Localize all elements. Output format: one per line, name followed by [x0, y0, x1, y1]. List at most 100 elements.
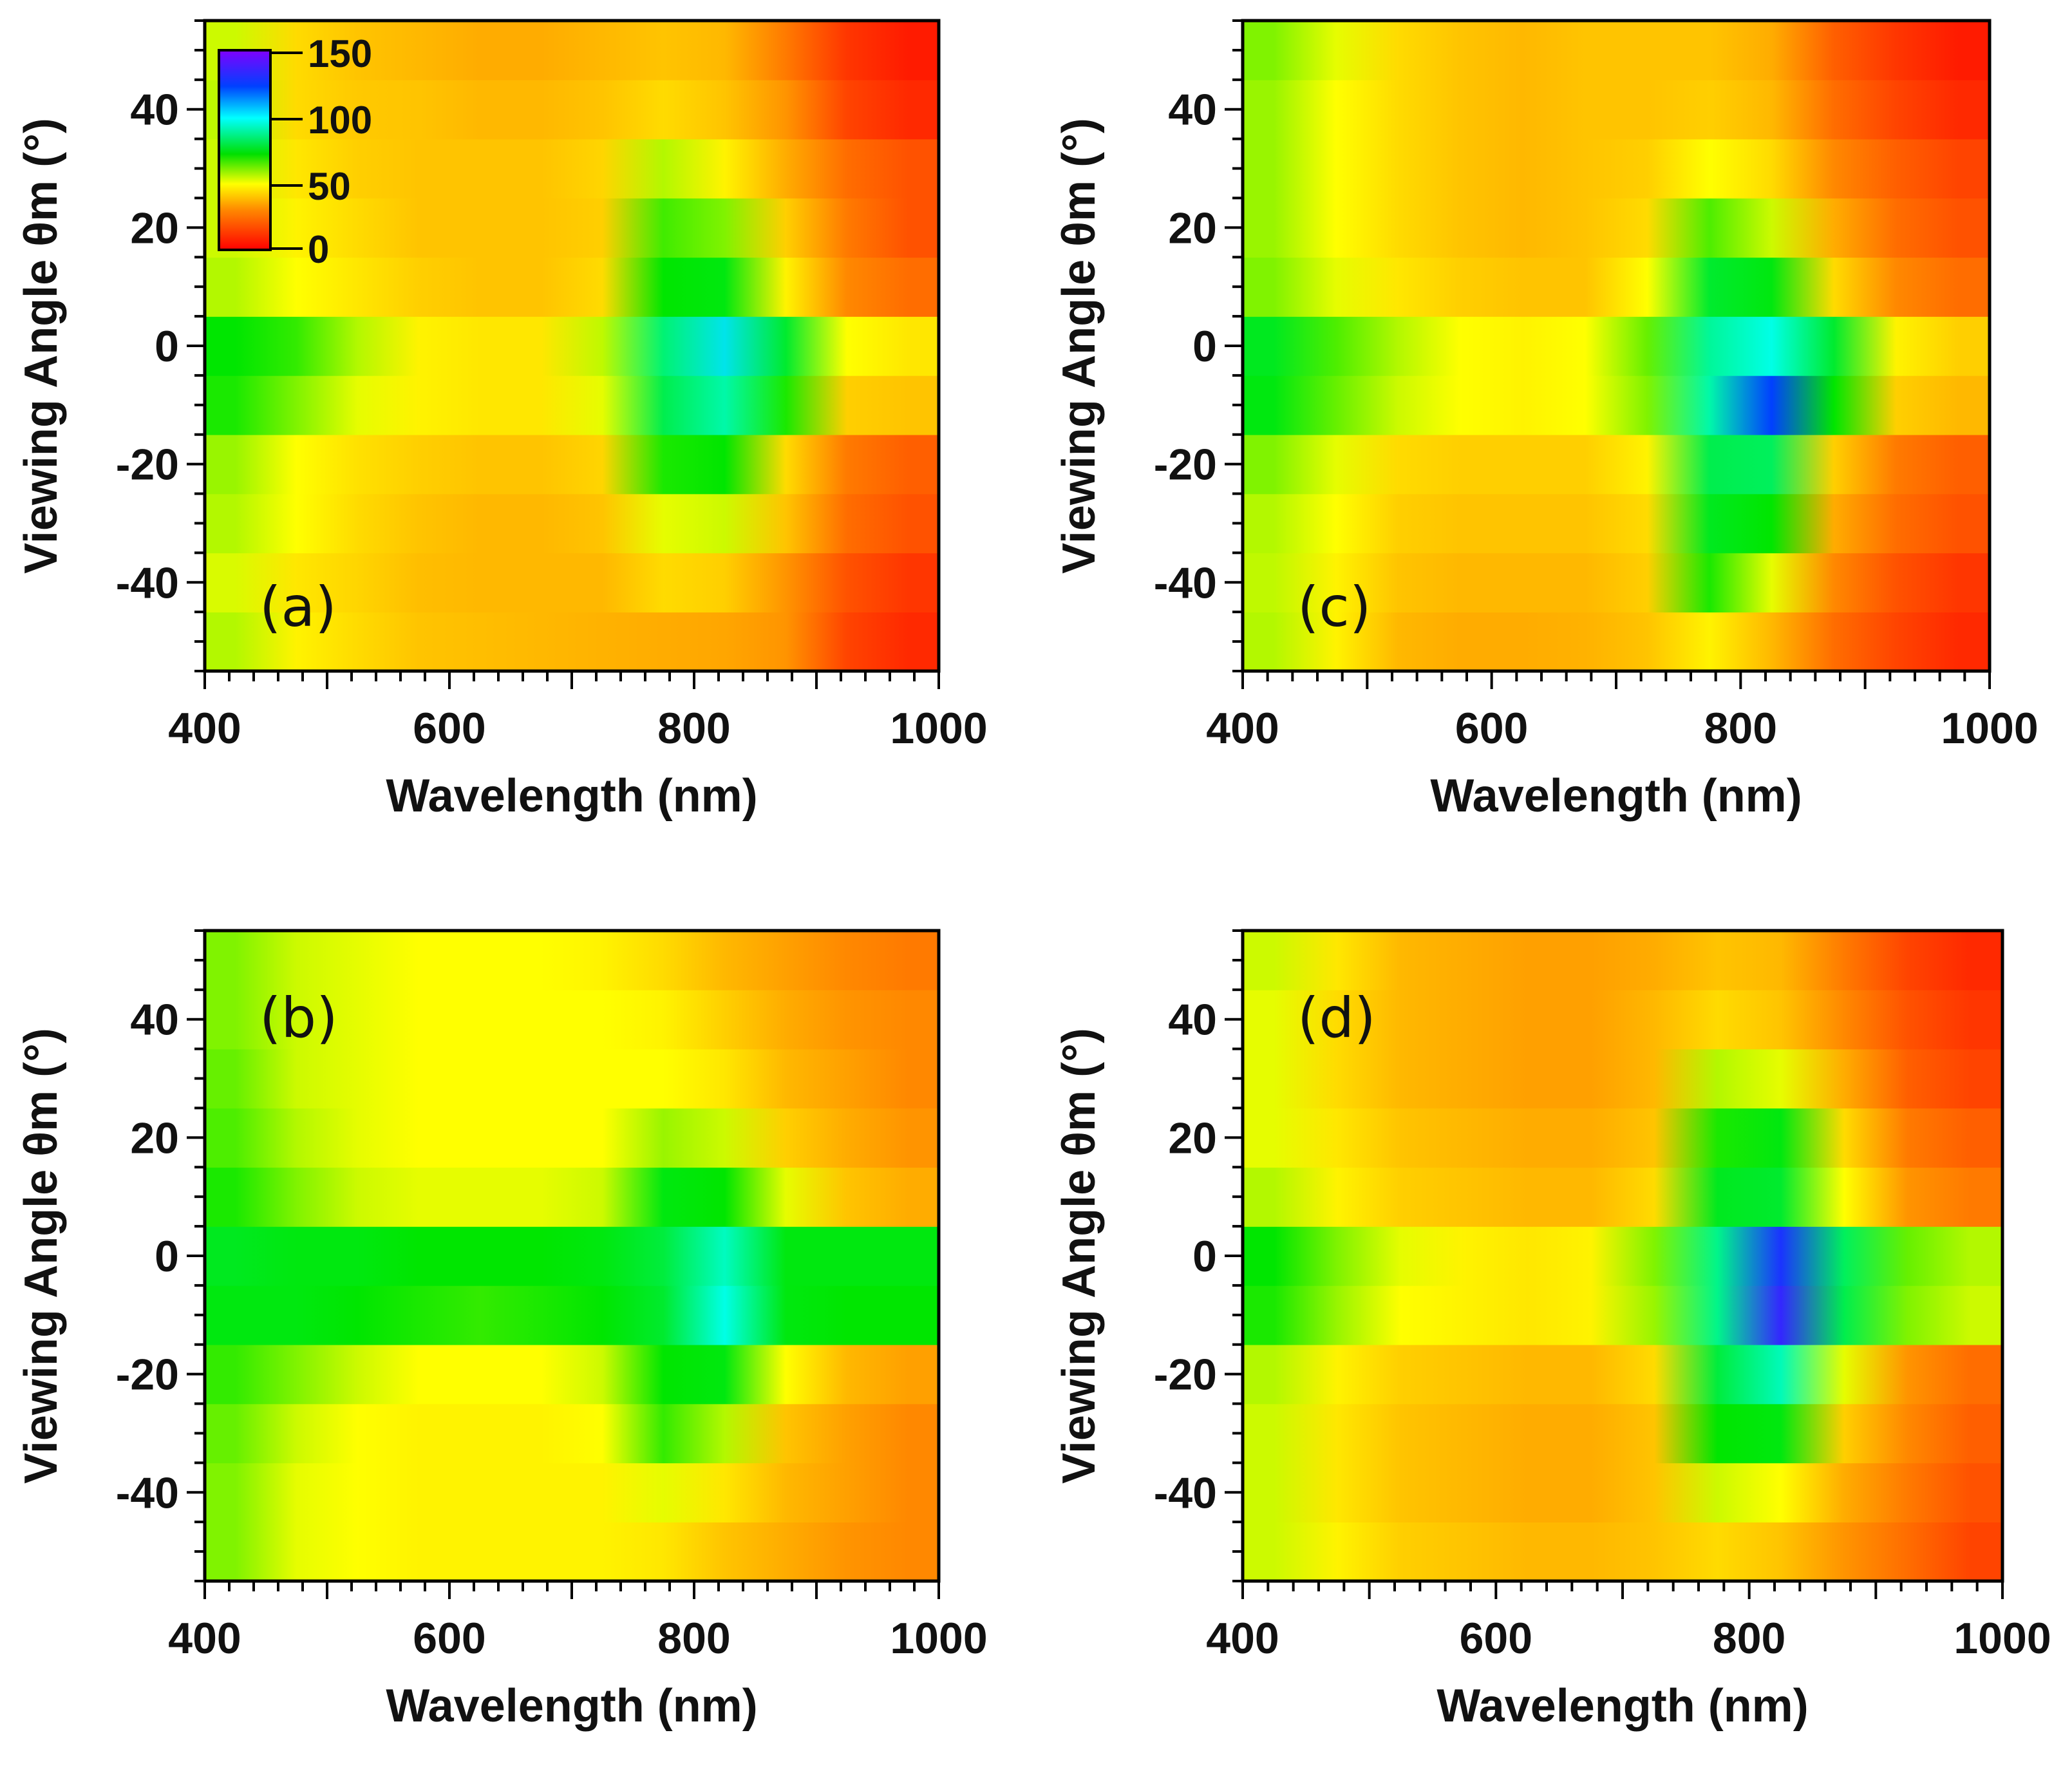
heatmap-cell: [816, 257, 878, 316]
heatmap-cell: [1876, 1285, 1939, 1345]
heatmap-cell: [388, 21, 449, 80]
heatmap-cell: [1306, 1049, 1369, 1108]
heatmap-cell: [1305, 198, 1368, 258]
heatmap-row: [205, 434, 939, 495]
heatmap-cell: [388, 198, 449, 258]
heatmap-row: [205, 1463, 939, 1522]
heatmap-cell: [388, 931, 449, 990]
heatmap-cell: [1305, 80, 1368, 139]
heatmap-cell: [511, 375, 572, 435]
y-tick-label: -20: [1154, 1351, 1217, 1399]
x-tick-label: 600: [1455, 704, 1528, 753]
heatmap-cell: [633, 257, 694, 316]
heatmap-cell: [878, 494, 939, 553]
heatmap-cell: [878, 1404, 939, 1463]
panel-label: (a): [259, 575, 337, 640]
heatmap-cell: [388, 1345, 449, 1404]
heatmap-cell: [1429, 435, 1492, 494]
heatmap-cell: [205, 494, 266, 553]
colorbar-gradient: [218, 49, 272, 251]
heatmap-cell: [572, 1463, 633, 1522]
heatmap-cell: [511, 1049, 572, 1108]
heatmap-cell: [1243, 1522, 1306, 1581]
heatmap-cell: [1492, 21, 1554, 80]
panel-d: 400 600 800 1000 -40 -20 0 20 40 Wavelength (nm) V…: [1053, 929, 2051, 1732]
heatmap-cell: [327, 1108, 388, 1168]
heatmap-cell: [1306, 1167, 1369, 1226]
heatmap-cell: [1554, 139, 1616, 198]
heatmap-cell: [205, 1049, 266, 1108]
panel-label: (c): [1297, 575, 1371, 640]
panel-label: (d): [1297, 986, 1376, 1050]
heatmap-cell: [1433, 1167, 1496, 1226]
heatmap-cell: [1939, 1404, 2002, 1463]
heatmap-cell: [1429, 494, 1492, 553]
heatmap-cell: [1865, 21, 1928, 80]
heatmap-cell: [1876, 1226, 1939, 1285]
heatmap-cell: [1554, 198, 1616, 258]
heatmap-cell: [816, 1226, 878, 1285]
heatmap-cell: [205, 1463, 266, 1522]
heatmap-cell: [449, 1404, 511, 1463]
heatmap-cell: [1813, 1108, 1876, 1168]
heatmap-cell: [633, 990, 694, 1049]
heatmap-cell: [1554, 257, 1616, 316]
heatmap-row: [205, 612, 939, 672]
heatmap-cell: [1433, 1404, 1496, 1463]
heatmap-cell: [878, 80, 939, 139]
heatmap-cell: [1927, 375, 1990, 435]
heatmap-cell: [1679, 316, 1741, 375]
heatmap-cell: [1865, 80, 1928, 139]
heatmap-cell: [205, 1226, 266, 1285]
heatmap-cell: [449, 612, 511, 671]
heatmap-cell: [1496, 1463, 1559, 1522]
heatmap-cell: [511, 1226, 572, 1285]
heatmap-cell: [1367, 375, 1429, 435]
heatmap-cell: [1749, 990, 1813, 1049]
heatmap-cell: [572, 1285, 633, 1345]
heatmap-cell: [327, 1345, 388, 1404]
heatmap-cell: [205, 931, 266, 990]
heatmap-cell: [1243, 1285, 1306, 1345]
y-tick-label: -20: [116, 1351, 179, 1399]
heatmap-cell: [266, 1404, 327, 1463]
heatmap-cell: [1433, 1285, 1496, 1345]
heatmap-cell: [1686, 1463, 1749, 1522]
heatmap-cell: [1813, 1049, 1876, 1108]
heatmap-cell: [878, 1049, 939, 1108]
heatmap-cell: [511, 316, 572, 375]
heatmap-cell: [1927, 612, 1990, 671]
heatmap-cell: [1433, 1226, 1496, 1285]
heatmap-cell: [572, 1226, 633, 1285]
heatmap-cell: [449, 1167, 511, 1226]
heatmap-cell: [511, 80, 572, 139]
heatmap-cell: [327, 1049, 388, 1108]
heatmap-cell: [1367, 257, 1429, 316]
y-tick-label: 0: [1192, 322, 1217, 371]
heatmap-row: [205, 1167, 939, 1227]
heatmap-cell: [1865, 435, 1928, 494]
heatmap-cell: [1813, 1226, 1876, 1285]
heatmap-cell: [388, 1226, 449, 1285]
heatmap-cell: [388, 257, 449, 316]
heatmap-cell: [1803, 257, 1865, 316]
heatmap-cell: [694, 316, 755, 375]
heatmap-cell: [511, 1285, 572, 1345]
y-tick-label: 40: [130, 996, 179, 1045]
heatmap-cell: [1429, 139, 1492, 198]
heatmap-cell: [633, 139, 694, 198]
heatmap-cell: [1370, 1285, 1433, 1345]
y-tick-label: 0: [1192, 1232, 1217, 1281]
heatmap-cell: [266, 1167, 327, 1226]
heatmap-cell: [266, 435, 327, 494]
heatmap-cell: [327, 1226, 388, 1285]
heatmap-cell: [1305, 494, 1368, 553]
heatmap-cell: [1559, 1167, 1623, 1226]
heatmap-cell: [1559, 931, 1623, 990]
heatmap-cell: [1243, 990, 1306, 1049]
heatmap-cell: [1429, 257, 1492, 316]
heatmap-cell: [1305, 139, 1368, 198]
heatmap-cell: [1679, 435, 1741, 494]
heatmap-row: [205, 1108, 939, 1168]
heatmap-cell: [511, 257, 572, 316]
